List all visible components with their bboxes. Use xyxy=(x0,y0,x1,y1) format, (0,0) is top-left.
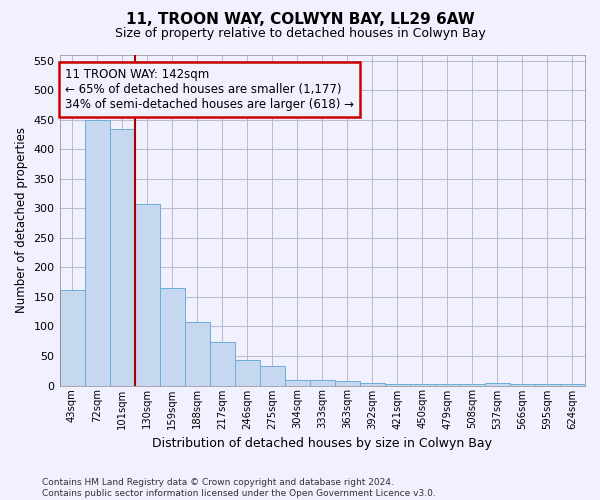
Bar xyxy=(485,382,510,386)
Text: 11 TROON WAY: 142sqm
← 65% of detached houses are smaller (1,177)
34% of semi-de: 11 TROON WAY: 142sqm ← 65% of detached h… xyxy=(65,68,354,111)
Y-axis label: Number of detached properties: Number of detached properties xyxy=(15,128,28,314)
Bar xyxy=(335,381,360,386)
Bar xyxy=(285,380,310,386)
Bar xyxy=(310,380,335,386)
Bar xyxy=(360,382,385,386)
Bar xyxy=(510,384,535,386)
Bar xyxy=(260,366,285,386)
Bar xyxy=(535,384,560,386)
Bar xyxy=(385,384,410,386)
Bar xyxy=(410,384,435,386)
Bar xyxy=(560,384,585,386)
X-axis label: Distribution of detached houses by size in Colwyn Bay: Distribution of detached houses by size … xyxy=(152,437,492,450)
Bar xyxy=(209,342,235,386)
Text: Contains HM Land Registry data © Crown copyright and database right 2024.
Contai: Contains HM Land Registry data © Crown c… xyxy=(42,478,436,498)
Text: 11, TROON WAY, COLWYN BAY, LL29 6AW: 11, TROON WAY, COLWYN BAY, LL29 6AW xyxy=(125,12,475,28)
Bar xyxy=(235,360,260,386)
Bar xyxy=(85,120,110,386)
Text: Size of property relative to detached houses in Colwyn Bay: Size of property relative to detached ho… xyxy=(115,28,485,40)
Bar xyxy=(185,322,209,386)
Bar xyxy=(59,290,85,386)
Bar xyxy=(110,129,134,386)
Bar xyxy=(460,384,485,386)
Bar xyxy=(160,288,185,386)
Bar xyxy=(435,384,460,386)
Bar xyxy=(134,204,160,386)
